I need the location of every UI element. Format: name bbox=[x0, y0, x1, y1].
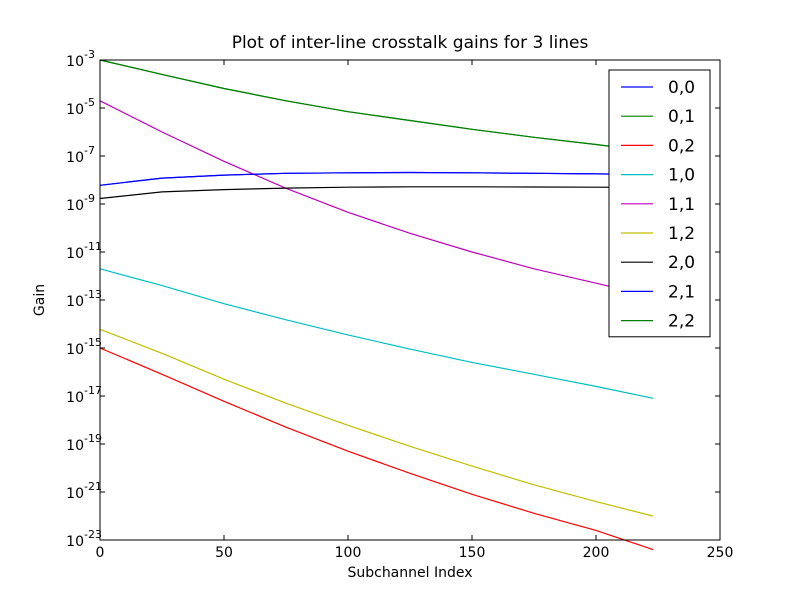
y-tick-exponent: -3 bbox=[84, 48, 95, 61]
y-tick-exponent: -15 bbox=[84, 336, 102, 349]
y-tick-label: 10 bbox=[66, 54, 84, 70]
legend-label: 2,1 bbox=[668, 282, 695, 302]
y-tick-exponent: -9 bbox=[84, 192, 95, 205]
y-tick-label: 10 bbox=[66, 342, 84, 358]
x-tick-label: 250 bbox=[707, 545, 734, 561]
y-tick-exponent: -13 bbox=[84, 288, 102, 301]
legend-label: 1,2 bbox=[668, 224, 695, 244]
y-tick-label: 10 bbox=[66, 390, 84, 406]
legend: 0,0 0,1 0,2 1,0 1,1 1,2 2,0 2,1 2,2 bbox=[608, 69, 711, 338]
series-line-2-1 bbox=[99, 171, 654, 186]
y-tick-exponent: -11 bbox=[84, 240, 102, 253]
y-tick-label: 10 bbox=[66, 150, 84, 166]
legend-label: 2,0 bbox=[668, 253, 695, 273]
legend-label: 0,2 bbox=[668, 136, 695, 156]
x-tick-label: 50 bbox=[215, 545, 233, 561]
series-line-0-1 bbox=[99, 59, 654, 153]
series-line-0-2 bbox=[99, 347, 654, 551]
y-tick-exponent: -5 bbox=[84, 96, 95, 109]
series-line-2-2 bbox=[99, 59, 654, 153]
y-tick-exponent: -17 bbox=[84, 384, 102, 397]
y-tick-exponent: -21 bbox=[84, 480, 102, 493]
y-tick-label: 10 bbox=[66, 438, 84, 454]
x-tick-label: 0 bbox=[96, 545, 105, 561]
legend-label: 0,1 bbox=[668, 107, 695, 127]
legend-label: 1,0 bbox=[668, 166, 695, 186]
x-tick-label: 200 bbox=[583, 545, 610, 561]
x-tick-label: 150 bbox=[459, 545, 486, 561]
y-tick-label: 10 bbox=[66, 102, 84, 118]
y-tick-exponent: -23 bbox=[84, 528, 102, 541]
y-tick-label: 10 bbox=[66, 294, 84, 310]
y-tick-label: 10 bbox=[66, 534, 84, 550]
y-tick-exponent: -19 bbox=[84, 432, 102, 445]
series-line-2-0 bbox=[99, 186, 654, 200]
legend-label: 0,0 bbox=[668, 78, 695, 98]
series-line-1-0 bbox=[99, 268, 654, 399]
y-axis-label: Gain bbox=[32, 284, 48, 316]
series-line-1-1 bbox=[99, 100, 654, 298]
y-tick-exponent: -7 bbox=[84, 144, 95, 157]
x-axis-label: Subchannel Index bbox=[347, 565, 472, 581]
y-tick-label: 10 bbox=[66, 198, 84, 214]
legend-label: 2,2 bbox=[668, 312, 695, 332]
legend-label: 1,1 bbox=[668, 195, 695, 215]
y-tick-label: 10 bbox=[66, 246, 84, 262]
series-line-1-2 bbox=[99, 328, 654, 517]
series-layer bbox=[99, 59, 654, 551]
y-tick-label: 10 bbox=[66, 486, 84, 502]
x-tick-label: 100 bbox=[335, 545, 362, 561]
series-line-0-0 bbox=[99, 171, 654, 186]
chart-title: Plot of inter-line crosstalk gains for 3… bbox=[232, 33, 589, 53]
